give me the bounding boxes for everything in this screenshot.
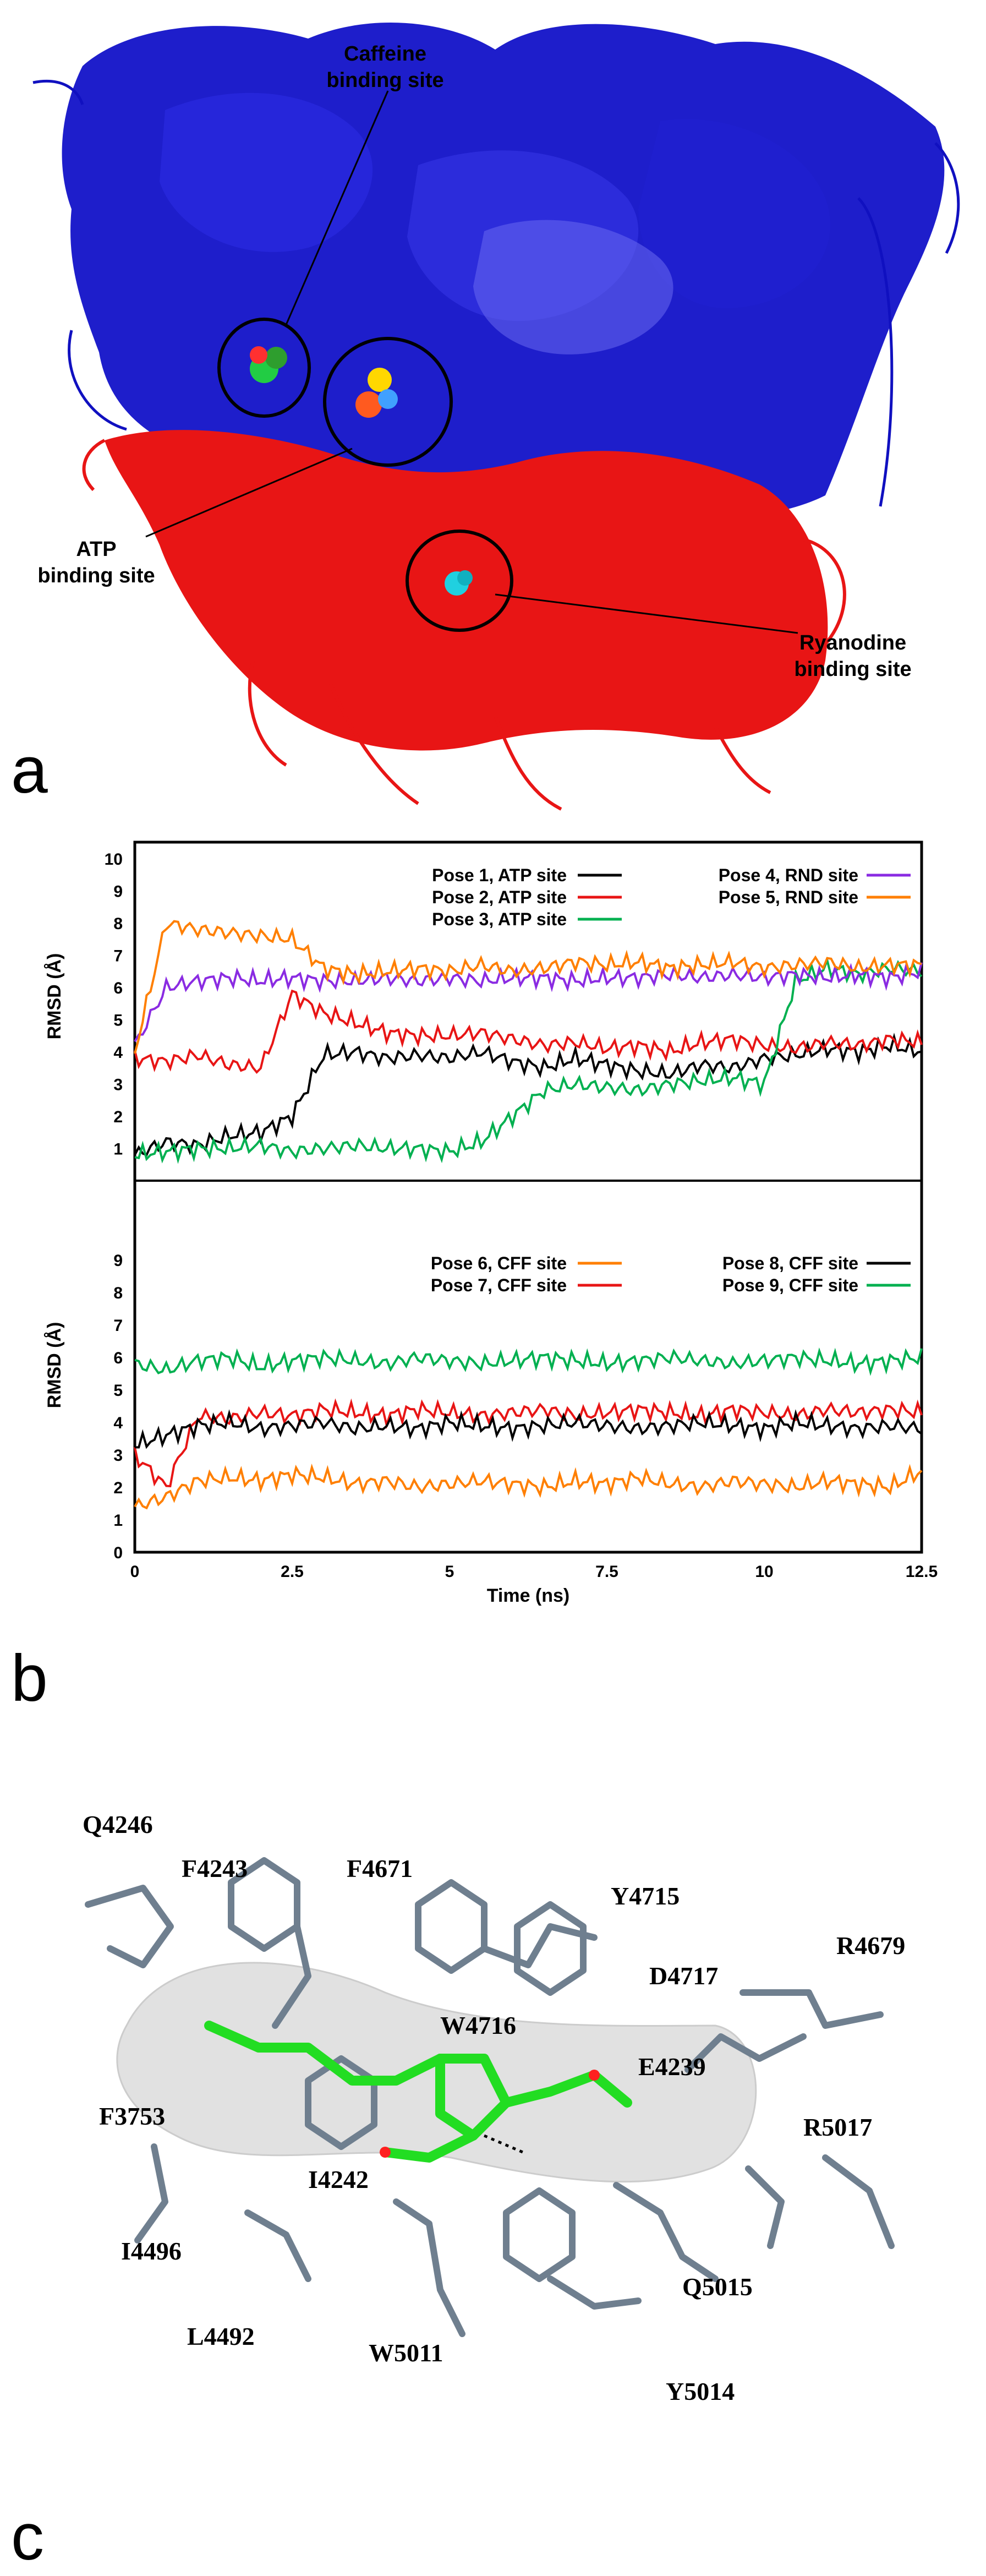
ryanodine-label-line2: binding site	[794, 658, 911, 681]
oxygen-atom	[589, 2070, 600, 2081]
oxygen-atom	[380, 2147, 391, 2158]
atp-site-circle	[323, 337, 453, 467]
panel-a-label: a	[11, 733, 48, 807]
atp-leader-line	[145, 447, 353, 538]
x-tick-label: 0	[130, 1563, 140, 1581]
legend-label: Pose 5, RND site	[719, 887, 858, 907]
residue-label: F4243	[182, 1854, 248, 1882]
residue-label: Y4715	[611, 1882, 680, 1910]
series-line	[134, 989, 923, 1074]
x-axis-title: Time (ns)	[487, 1585, 570, 1606]
residue-label: Y5014	[666, 2377, 735, 2405]
y-tick-label: 1	[113, 1511, 123, 1530]
panel-c-label: c	[11, 2500, 44, 2574]
x-tick-label: 2.5	[281, 1563, 304, 1581]
red-domain	[82, 430, 846, 811]
residue-label: W5011	[369, 2339, 443, 2367]
caffeine-site-circle	[217, 318, 311, 418]
y-tick-label: 1	[113, 1140, 123, 1159]
residue-label: E4239	[638, 2053, 706, 2081]
series-line	[134, 1409, 923, 1449]
series-line	[134, 920, 922, 1054]
series-line	[134, 962, 923, 1043]
binding-pocket-diagram: Q4246 F4243 F4671 Y4715 R4679 D4717 W471…	[11, 1810, 905, 2574]
caffeine-label-line2: binding site	[326, 69, 443, 92]
y-tick-label: 2	[113, 1479, 123, 1497]
ryanodine-leader-line	[495, 593, 798, 634]
y-tick-label: 6	[113, 979, 123, 997]
caffeine-leader-line	[285, 90, 389, 325]
series-line	[134, 1464, 923, 1510]
ryanodine-label-line1: Ryanodine	[799, 631, 906, 654]
legend-label: Pose 9, CFF site	[722, 1275, 858, 1295]
top-y-axis-title: RMSD (Å)	[44, 953, 65, 1040]
series-line	[134, 1347, 923, 1376]
y-tick-label: 9	[113, 883, 123, 901]
series-line	[134, 1398, 923, 1488]
blue-domain	[32, 23, 960, 520]
x-tick-label: 10	[755, 1563, 773, 1581]
plot-frame	[133, 841, 923, 1554]
panel-b: 10 9 8 7 6 5 4 3 2 1 Pose 1, ATP site Pose 2, ATP s…	[0, 815, 986, 1717]
legend-label: Pose 4, RND site	[719, 865, 858, 885]
bottom-y-axis-title: RMSD (Å)	[44, 1322, 65, 1409]
y-tick-label: 9	[113, 1252, 123, 1270]
x-tick-label: 5	[445, 1563, 454, 1581]
caffeine-label-line1: Caffeine	[344, 42, 426, 66]
residue-sticks	[85, 1857, 895, 2337]
series-line	[134, 1033, 922, 1156]
residue-label: R5017	[803, 2113, 872, 2141]
residue-label: F3753	[99, 2102, 165, 2130]
y-tick-label: 7	[113, 1317, 123, 1335]
y-tick-label: 4	[113, 1414, 123, 1432]
y-tick-label: 5	[113, 1382, 123, 1400]
atp-label-line2: binding site	[37, 564, 155, 587]
y-tick-label: 5	[113, 1012, 123, 1030]
legend-label: Pose 1, ATP site	[432, 865, 567, 885]
x-tick-label: 12.5	[906, 1563, 938, 1581]
y-tick-label: 10	[105, 850, 123, 869]
panel-b-label: b	[11, 1641, 48, 1715]
atp-ligand	[355, 368, 398, 418]
legend-label: Pose 8, CFF site	[722, 1253, 858, 1273]
caffeine-ligand	[250, 346, 287, 383]
y-tick-label: 3	[113, 1076, 123, 1094]
residue-label: W4716	[440, 2011, 516, 2039]
ryanodine-ligand	[445, 570, 473, 596]
y-tick-label: 6	[113, 1349, 123, 1367]
ryanodine-site-circle	[406, 530, 513, 632]
legend-label: Pose 3, ATP site	[432, 909, 567, 929]
ligand-sticks	[204, 2021, 632, 2163]
series-line	[134, 957, 923, 1164]
residue-label: I4242	[308, 2165, 369, 2193]
panel-a: Caffeine binding site ATP binding site R…	[0, 0, 986, 815]
legend-label: Pose 2, ATP site	[432, 887, 567, 907]
y-tick-label: 3	[113, 1447, 123, 1465]
y-tick-label: 2	[113, 1108, 123, 1126]
y-tick-label: 0	[113, 1544, 123, 1562]
y-tick-label: 7	[113, 947, 123, 965]
residue-label: I4496	[121, 2237, 182, 2265]
atp-label-line1: ATP	[76, 538, 116, 561]
y-tick-label: 8	[113, 1284, 123, 1302]
y-tick-label: 8	[113, 915, 123, 933]
panel-c: Q4246 F4243 F4671 Y4715 R4679 D4717 W471…	[0, 1717, 986, 2576]
protein-structure-diagram: Caffeine binding site ATP binding site R…	[11, 23, 960, 811]
residue-label: L4492	[187, 2322, 255, 2350]
residue-label: D4717	[649, 1962, 718, 1990]
residue-label: R4679	[836, 1931, 905, 1960]
x-tick-label: 7.5	[595, 1563, 618, 1581]
residue-label: F4671	[347, 1854, 413, 1882]
y-tick-label: 4	[113, 1044, 123, 1062]
legend-label: Pose 6, CFF site	[431, 1253, 567, 1273]
residue-label: Q5015	[682, 2273, 753, 2301]
legend-label: Pose 7, CFF site	[431, 1275, 567, 1295]
residue-label: Q4246	[83, 1810, 153, 1838]
